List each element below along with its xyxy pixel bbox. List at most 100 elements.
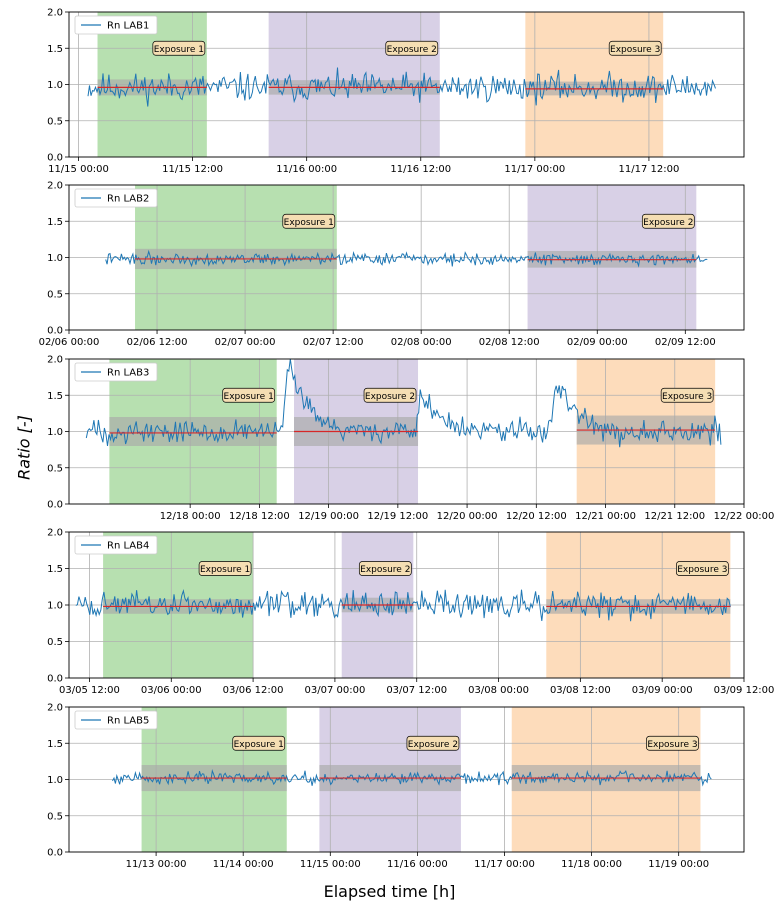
x-tick-label: 11/14 00:00 [213,859,274,870]
x-tick-label: 02/07 12:00 [303,337,364,348]
y-tick-label: 1.5 [47,564,63,575]
exposure-label-3: Exposure 3 [677,565,727,575]
y-tick-label: 0.0 [47,500,63,511]
exposure-label-2: Exposure 2 [643,218,693,228]
chart-panel-1: Exposure 1 Exposure 2 Exposure 3 0.0 0.5 1.0 1… [47,8,745,175]
y-tick-label: 1.0 [47,601,63,612]
x-tick-label: 12/18 12:00 [229,511,290,522]
x-tick-label: 03/09 00:00 [632,685,693,696]
exposure-label-3: Exposure 3 [610,45,660,55]
y-tick-label: 1.0 [47,80,63,91]
exposure-label-box-3 [646,735,699,751]
chart-panel-2: Exposure 1 Exposure 2 0.0 0.5 1.0 1.5 2.0 02/06… [39,181,745,348]
exposure-label-1: Exposure 1 [200,565,250,575]
x-tick-label: 11/17 00:00 [474,859,535,870]
x-tick-label: 03/08 12:00 [550,685,611,696]
y-tick-label: 0.0 [47,674,63,685]
exposure-label-box-1 [152,40,206,56]
exposure-label-box-1 [282,213,336,229]
y-tick-label: 1.5 [47,44,63,55]
legend-label: Rn LAB3 [107,368,149,379]
exposure-label-box-3 [608,40,662,56]
series-line [85,358,722,448]
x-tick-label: 03/09 12:00 [714,685,775,696]
x-tick-label: 12/20 12:00 [506,511,567,522]
y-tick-label: 2.0 [47,703,63,714]
x-tick-label: 03/06 00:00 [141,685,202,696]
y-tick-label: 1.5 [47,739,63,750]
exposure-label-box-2 [363,387,417,403]
exposure-label-box-1 [198,561,252,576]
legend-label: Rn LAB5 [107,716,149,727]
exposure-label-3: Exposure 3 [662,392,712,402]
exposure-label-box-2 [358,561,412,576]
chart-panel-4: Exposure 1 Exposure 2 Exposure 3 0.0 0.5 1.0 1… [47,528,774,697]
x-tick-label: 11/18 00:00 [561,859,622,870]
x-tick-label: 11/15 12:00 [162,164,223,175]
exposure-label-box-1 [222,387,276,403]
x-tick-label: 11/15 00:00 [48,164,109,175]
legend-box [74,710,158,730]
x-tick-label: 11/17 00:00 [504,164,565,175]
x-tick-label: 02/08 00:00 [391,337,452,348]
exposure-label-box-2 [385,40,439,56]
legend-box [74,188,158,208]
exposure-label-2: Exposure 2 [365,392,415,402]
y-tick-label: 1.0 [47,427,63,438]
y-tick-label: 1.5 [47,391,63,402]
legend-label: Rn LAB1 [107,21,149,32]
legend-label: Rn LAB2 [107,194,149,205]
y-tick-label: 1.0 [47,775,63,786]
exposure-label-1: Exposure 1 [224,392,274,402]
x-tick-label: 02/07 00:00 [215,337,276,348]
x-tick-label: 03/06 12:00 [223,685,284,696]
exposure-label-1: Exposure 1 [234,740,284,750]
x-tick-label: 02/09 00:00 [567,337,628,348]
legend-box [74,362,158,382]
x-tick-label: 11/16 12:00 [390,164,451,175]
exposure-label-box-3 [676,561,729,576]
y-tick-label: 0.5 [47,289,63,300]
x-tick-label: 12/20 00:00 [437,511,498,522]
x-tick-label: 11/16 00:00 [387,859,448,870]
x-tick-label: 12/19 12:00 [367,511,428,522]
x-tick-label: 11/13 00:00 [126,859,187,870]
x-tick-label: 02/09 12:00 [655,337,716,348]
x-tick-label: 03/07 12:00 [386,685,447,696]
exposure-label-box-3 [660,387,714,403]
x-axis-label: Elapsed time [h] [323,882,456,901]
y-tick-label: 1.5 [47,217,63,228]
x-tick-label: 12/21 00:00 [575,511,636,522]
exposure-label-2: Exposure 2 [387,45,437,55]
exposure-label-3: Exposure 3 [647,740,697,750]
x-tick-label: 12/21 12:00 [644,511,705,522]
x-tick-label: 11/19 00:00 [648,859,709,870]
x-tick-label: 12/19 00:00 [298,511,359,522]
chart-panel-3: Exposure 1 Exposure 2 Exposure 3 0.0 0.5 1.0 1… [47,355,774,523]
x-tick-label: 02/06 12:00 [127,337,188,348]
y-axis-label: Ratio [-] [4,415,34,480]
y-tick-label: 0.5 [47,116,63,127]
legend-label: Rn LAB4 [107,541,149,552]
x-tick-label: 12/18 00:00 [160,511,221,522]
y-tick-label: 0.5 [47,811,63,822]
legend-box [74,15,158,35]
x-tick-label: 02/06 00:00 [39,337,100,348]
y-tick-label: 0.0 [47,848,63,859]
x-tick-label: 03/08 00:00 [468,685,529,696]
y-tick-label: 0.0 [47,326,63,337]
y-tick-label: 0.5 [47,463,63,474]
exposure-label-box-2 [641,213,695,229]
chart-panel-5: Exposure 1 Exposure 2 Exposure 3 0.0 0.5 1.0 1… [47,703,745,870]
series-line [75,589,731,622]
y-tick-label: 2.0 [47,355,63,366]
y-tick-label: 0.5 [47,637,63,648]
y-tick-label: 2.0 [47,181,63,192]
y-tick-label: 0.0 [47,153,63,164]
x-tick-label: 12/22 00:00 [714,511,775,522]
y-axis-label-text: Ratio [-] [14,415,34,480]
x-tick-label: 03/05 12:00 [59,685,120,696]
x-tick-label: 11/17 12:00 [619,164,680,175]
x-tick-label: 11/16 00:00 [276,164,337,175]
